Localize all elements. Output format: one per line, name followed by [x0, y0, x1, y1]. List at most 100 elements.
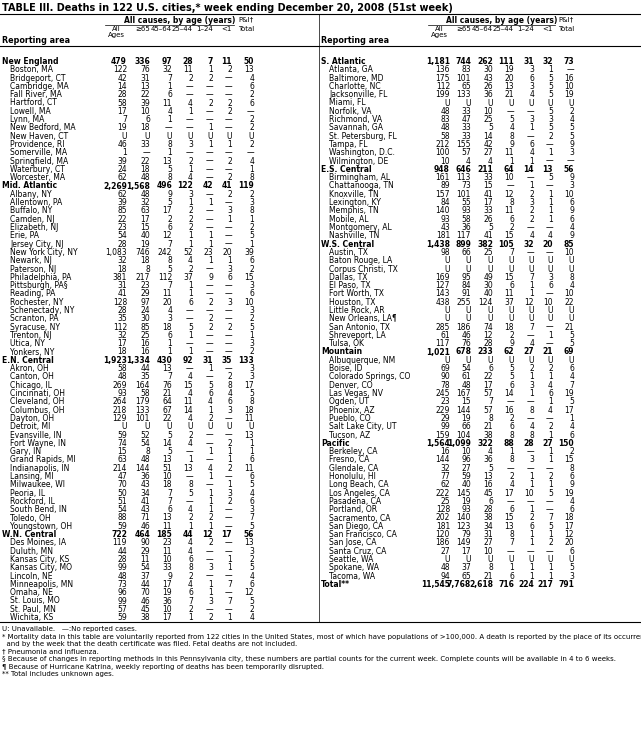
Text: 1: 1	[529, 389, 534, 398]
Text: 217: 217	[136, 273, 150, 282]
Text: 212: 212	[436, 140, 450, 149]
Text: 1: 1	[548, 331, 553, 340]
Text: Toledo, OH: Toledo, OH	[10, 514, 51, 523]
Text: 140: 140	[435, 207, 450, 216]
Text: Nashville, TN: Nashville, TN	[329, 231, 379, 240]
Text: —: —	[545, 464, 553, 473]
Text: All
Ages: All Ages	[108, 26, 125, 38]
Text: U: U	[465, 264, 471, 273]
Text: 7: 7	[509, 248, 514, 257]
Text: 2: 2	[188, 571, 193, 580]
Text: 30: 30	[483, 281, 493, 290]
Text: 25: 25	[483, 248, 493, 257]
Text: 1: 1	[548, 455, 553, 464]
Text: 4: 4	[188, 539, 193, 548]
Text: —: —	[224, 82, 232, 91]
Text: 8: 8	[509, 530, 514, 539]
Text: Detroit, MI: Detroit, MI	[10, 422, 51, 431]
Text: 269: 269	[113, 380, 127, 389]
Text: 179: 179	[135, 397, 150, 406]
Text: 48: 48	[440, 563, 450, 572]
Text: U: U	[167, 422, 172, 431]
Text: Grand Rapids, MI: Grand Rapids, MI	[10, 455, 76, 464]
Text: 51: 51	[117, 497, 127, 506]
Text: 1: 1	[548, 480, 553, 489]
Text: —: —	[185, 124, 193, 133]
Text: 50: 50	[117, 488, 127, 497]
Text: —: —	[205, 157, 213, 166]
Text: 8: 8	[228, 380, 232, 389]
Text: 11: 11	[140, 555, 150, 564]
Text: W.S. Central: W.S. Central	[321, 240, 374, 249]
Text: ≥65: ≥65	[135, 26, 150, 32]
Text: 15: 15	[504, 514, 514, 523]
Text: 1: 1	[188, 289, 193, 298]
Text: 2: 2	[249, 140, 254, 149]
Text: 7: 7	[122, 115, 127, 124]
Text: 58: 58	[440, 132, 450, 141]
Text: 11: 11	[163, 547, 172, 556]
Text: U: U	[465, 306, 471, 315]
Text: U: U	[547, 256, 553, 265]
Text: 214: 214	[113, 464, 127, 473]
Text: 71: 71	[140, 514, 150, 523]
Text: 2: 2	[228, 189, 232, 198]
Text: 41: 41	[117, 289, 127, 298]
Text: —: —	[224, 165, 232, 174]
Text: —: —	[164, 124, 172, 133]
Text: 117: 117	[456, 231, 471, 240]
Text: —: —	[526, 547, 534, 556]
Text: 1: 1	[509, 563, 514, 572]
Text: —: —	[224, 514, 232, 523]
Text: 57: 57	[117, 604, 127, 613]
Text: Springfield, MA: Springfield, MA	[10, 157, 68, 166]
Text: 15: 15	[244, 273, 254, 282]
Text: Omaha, NE: Omaha, NE	[10, 588, 53, 597]
Text: 3: 3	[249, 281, 254, 290]
Text: Wilmington, DE: Wilmington, DE	[329, 157, 388, 166]
Text: Boston, MA: Boston, MA	[10, 65, 53, 74]
Text: 42: 42	[483, 140, 493, 149]
Text: 11: 11	[163, 289, 172, 298]
Text: 36: 36	[483, 455, 493, 464]
Text: 33: 33	[483, 173, 493, 182]
Text: 40: 40	[140, 231, 150, 240]
Text: 21: 21	[483, 422, 493, 431]
Text: —: —	[205, 480, 213, 489]
Text: 3: 3	[227, 488, 232, 497]
Text: Tacoma, WA: Tacoma, WA	[329, 571, 375, 580]
Text: 4: 4	[548, 380, 553, 389]
Text: —: —	[224, 231, 232, 240]
Text: 2: 2	[228, 464, 232, 473]
Text: Canton, OH: Canton, OH	[10, 372, 54, 381]
Text: 150: 150	[558, 439, 574, 448]
Text: 3: 3	[529, 65, 534, 74]
Text: —: —	[205, 604, 213, 613]
Text: 112: 112	[158, 273, 172, 282]
Text: 157: 157	[435, 189, 450, 198]
Text: 5: 5	[548, 73, 553, 82]
Text: 48: 48	[140, 189, 150, 198]
Text: 11: 11	[244, 414, 254, 423]
Text: 175: 175	[435, 73, 450, 82]
Text: 36: 36	[483, 90, 493, 99]
Text: 1: 1	[548, 372, 553, 381]
Text: Jacksonville, FL: Jacksonville, FL	[329, 90, 387, 99]
Text: 1: 1	[208, 256, 213, 265]
Text: —: —	[205, 107, 213, 116]
Text: 54: 54	[117, 231, 127, 240]
Text: 678: 678	[455, 348, 471, 357]
Text: 12: 12	[203, 530, 213, 539]
Text: —: —	[205, 547, 213, 556]
Text: —: —	[205, 571, 213, 580]
Text: 93: 93	[462, 207, 471, 216]
Text: 7: 7	[529, 323, 534, 332]
Text: —: —	[506, 547, 514, 556]
Text: 1: 1	[529, 181, 534, 190]
Text: 65: 65	[462, 571, 471, 580]
Text: 1: 1	[249, 439, 254, 448]
Text: 35: 35	[222, 356, 232, 365]
Text: U: U	[444, 256, 450, 265]
Text: 44: 44	[117, 547, 127, 556]
Text: —: —	[185, 447, 193, 456]
